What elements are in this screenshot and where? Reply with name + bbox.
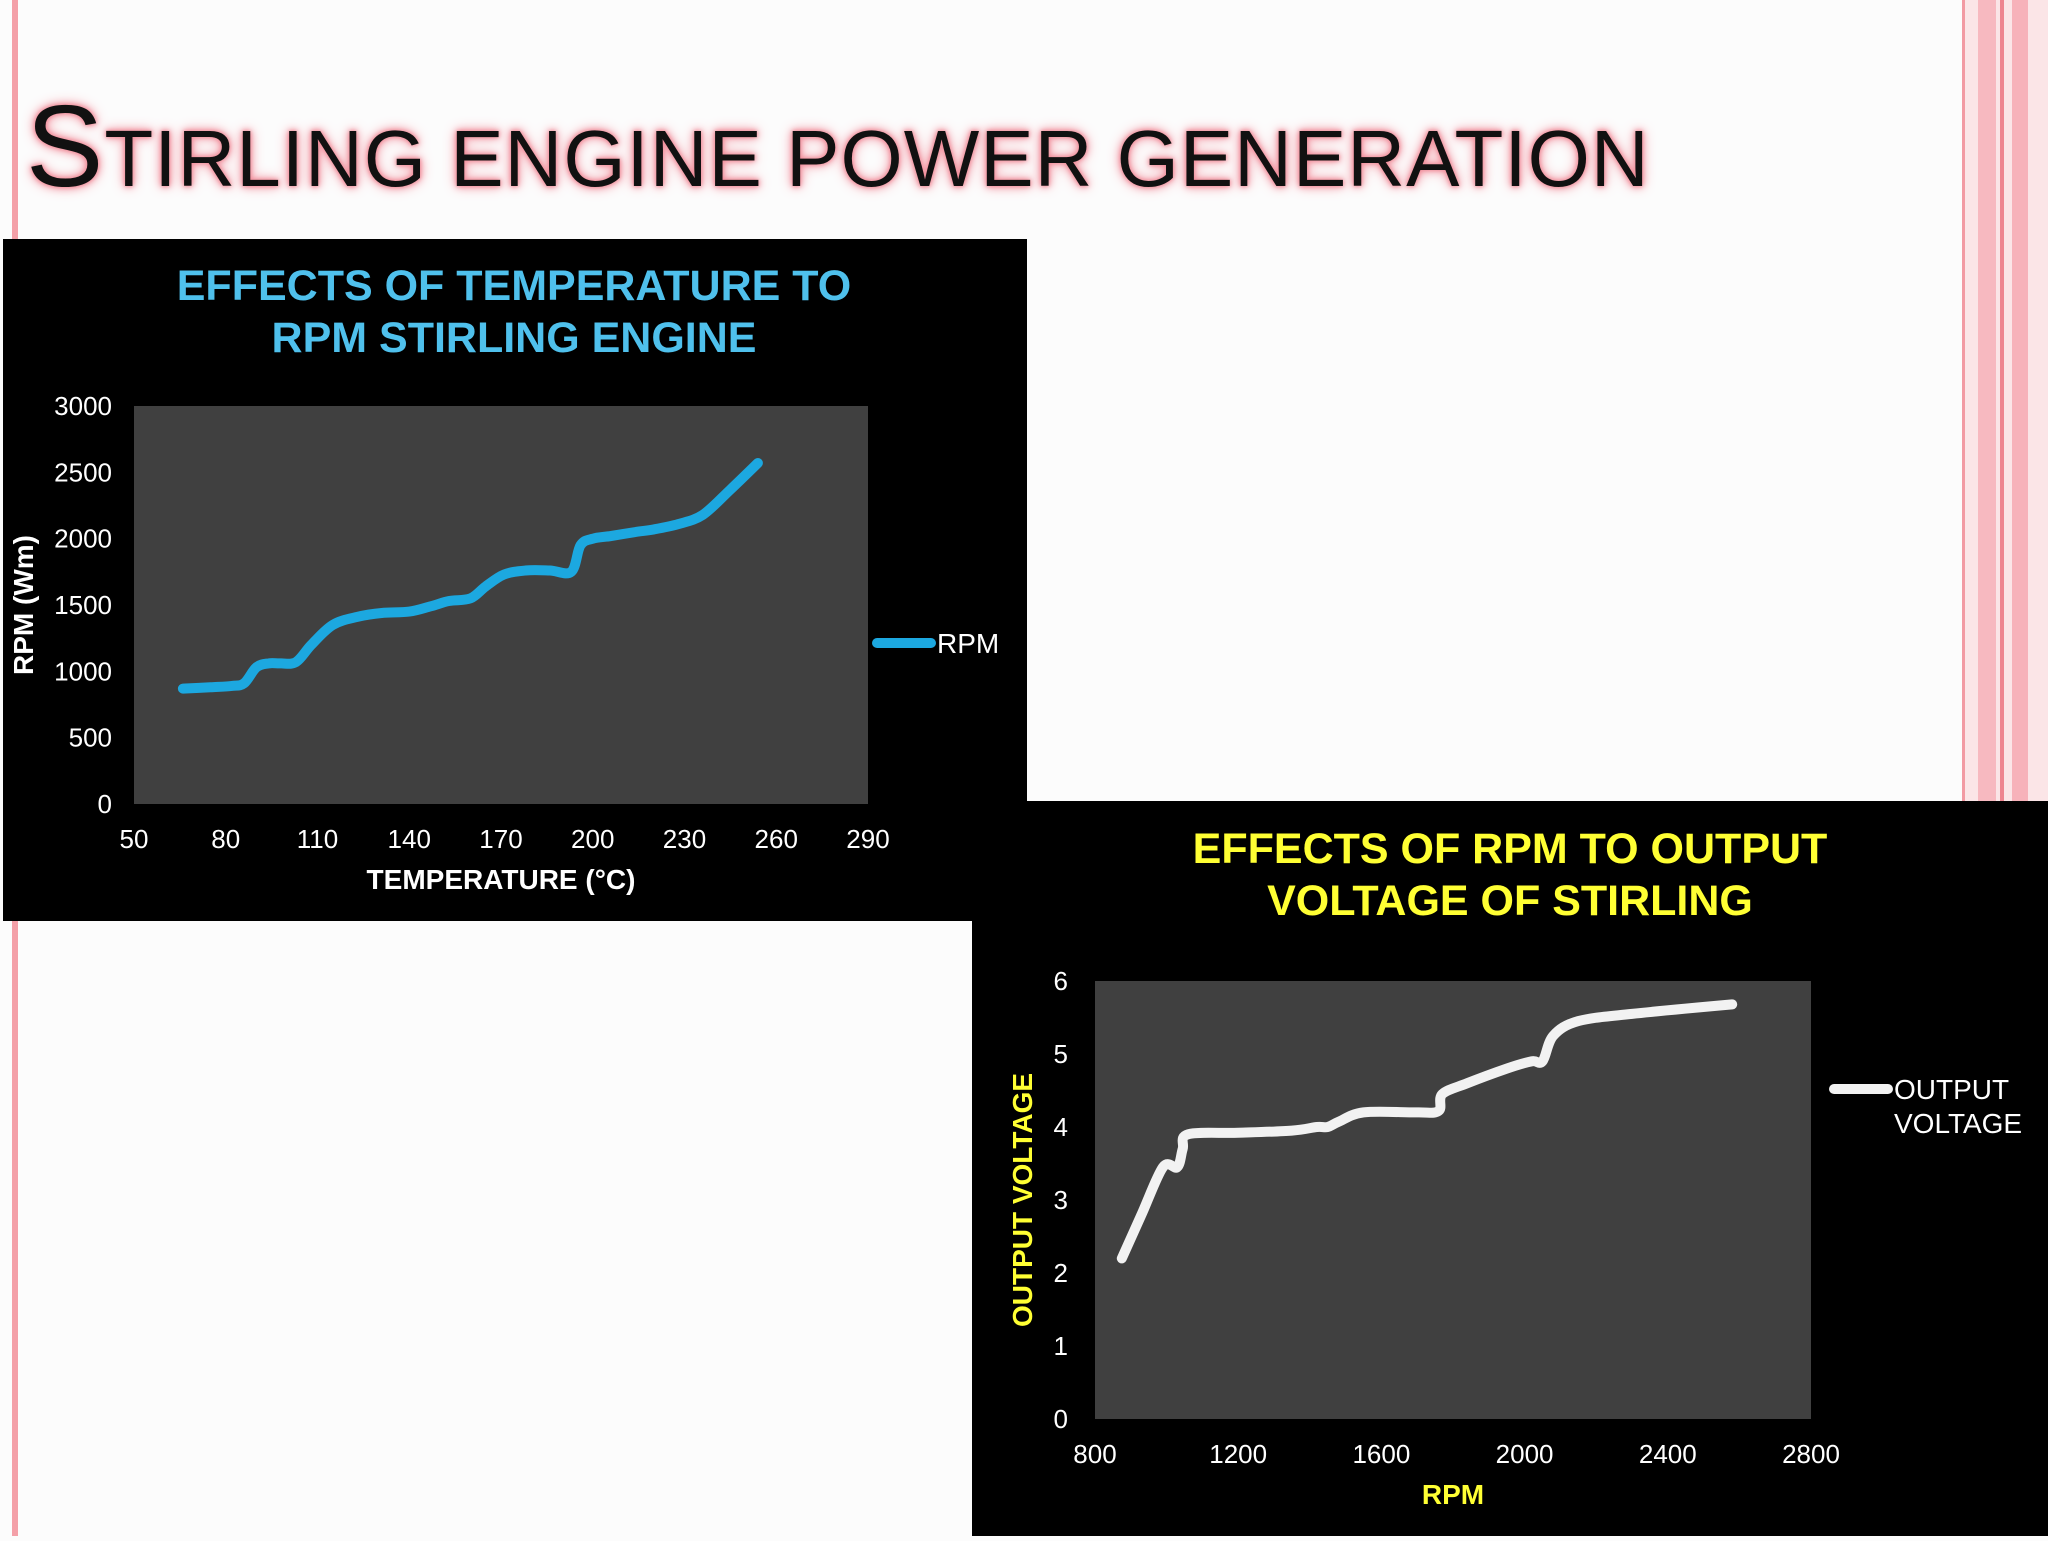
x-axis-label: RPM — [1422, 1479, 1484, 1510]
legend-label-line-1: VOLTAGE — [1894, 1108, 2022, 1139]
y-tick-label-4: 2000 — [54, 524, 112, 554]
y-tick-label-5: 5 — [1054, 1039, 1068, 1069]
y-axis-label: RPM (Wm) — [8, 535, 39, 675]
x-tick-label-6: 230 — [663, 824, 706, 854]
series-line — [177, 458, 763, 694]
y-tick-label-1: 1 — [1054, 1331, 1068, 1361]
x-tick-label-1: 1200 — [1209, 1439, 1267, 1469]
series-line — [1116, 999, 1738, 1264]
y-tick-label-3: 3 — [1054, 1185, 1068, 1215]
plot-area — [1095, 981, 1811, 1419]
x-tick-label-1: 80 — [211, 824, 240, 854]
y-tick-label-4: 4 — [1054, 1112, 1068, 1142]
chart1-title-line-1: EFFECTS OF TEMPERATURE TO — [177, 262, 851, 310]
y-tick-label-5: 2500 — [54, 457, 112, 487]
y-tick-label-1: 500 — [69, 723, 112, 753]
rpm-voltage-chart-panel: EFFECTS OF RPM TO OUTPUT VOLTAGE OF STIR… — [972, 801, 2048, 1536]
x-tick-label-8: 290 — [846, 824, 889, 854]
legend-label-line-0: RPM — [937, 628, 999, 659]
slide-title-initial: S — [26, 81, 105, 211]
y-tick-label-2: 2 — [1054, 1258, 1068, 1288]
x-axis-label: TEMPERATURE (°C) — [367, 864, 636, 895]
y-tick-label-3: 1500 — [54, 590, 112, 620]
x-tick-label-2: 110 — [297, 824, 338, 854]
x-tick-label-3: 2000 — [1496, 1439, 1554, 1469]
y-tick-label-2: 1000 — [54, 656, 112, 686]
rpm-voltage-chart: EFFECTS OF RPM TO OUTPUT VOLTAGE OF STIR… — [1007, 825, 2022, 1510]
temperature-rpm-chart: EFFECTS OF TEMPERATURE TO RPM STIRLING E… — [8, 262, 999, 895]
y-tick-label-6: 6 — [1054, 966, 1068, 996]
x-tick-label-4: 170 — [479, 824, 522, 854]
chart2-title-line-1: EFFECTS OF RPM TO OUTPUT — [1193, 825, 1828, 873]
x-tick-label-0: 50 — [120, 824, 149, 854]
chart1-title-line-2: RPM STIRLING ENGINE — [272, 314, 757, 362]
slide-title: STIRLING ENGINE POWER GENERATION — [26, 88, 2026, 204]
y-axis-label: OUTPUT VOLTAGE — [1007, 1073, 1038, 1327]
x-tick-label-5: 2800 — [1782, 1439, 1840, 1469]
legend-label-line-0: OUTPUT — [1894, 1074, 2009, 1105]
x-tick-label-4: 2400 — [1639, 1439, 1697, 1469]
y-tick-label-0: 0 — [1054, 1404, 1068, 1434]
right-accent-stripe-1 — [1962, 0, 1965, 1536]
temperature-rpm-chart-panel: EFFECTS OF TEMPERATURE TO RPM STIRLING E… — [3, 239, 1027, 921]
x-tick-label-5: 200 — [571, 824, 614, 854]
y-tick-label-0: 0 — [98, 789, 112, 819]
slide-title-rest: TIRLING ENGINE POWER GENERATION — [104, 114, 1650, 203]
chart2-title-line-2: VOLTAGE OF STIRLING — [1267, 877, 1753, 925]
x-tick-label-7: 260 — [755, 824, 798, 854]
y-tick-label-6: 3000 — [54, 391, 112, 421]
right-accent-stripe-3 — [2000, 0, 2004, 1536]
x-tick-label-2: 1600 — [1352, 1439, 1410, 1469]
x-tick-label-0: 800 — [1073, 1439, 1116, 1469]
x-tick-label-3: 140 — [388, 824, 431, 854]
